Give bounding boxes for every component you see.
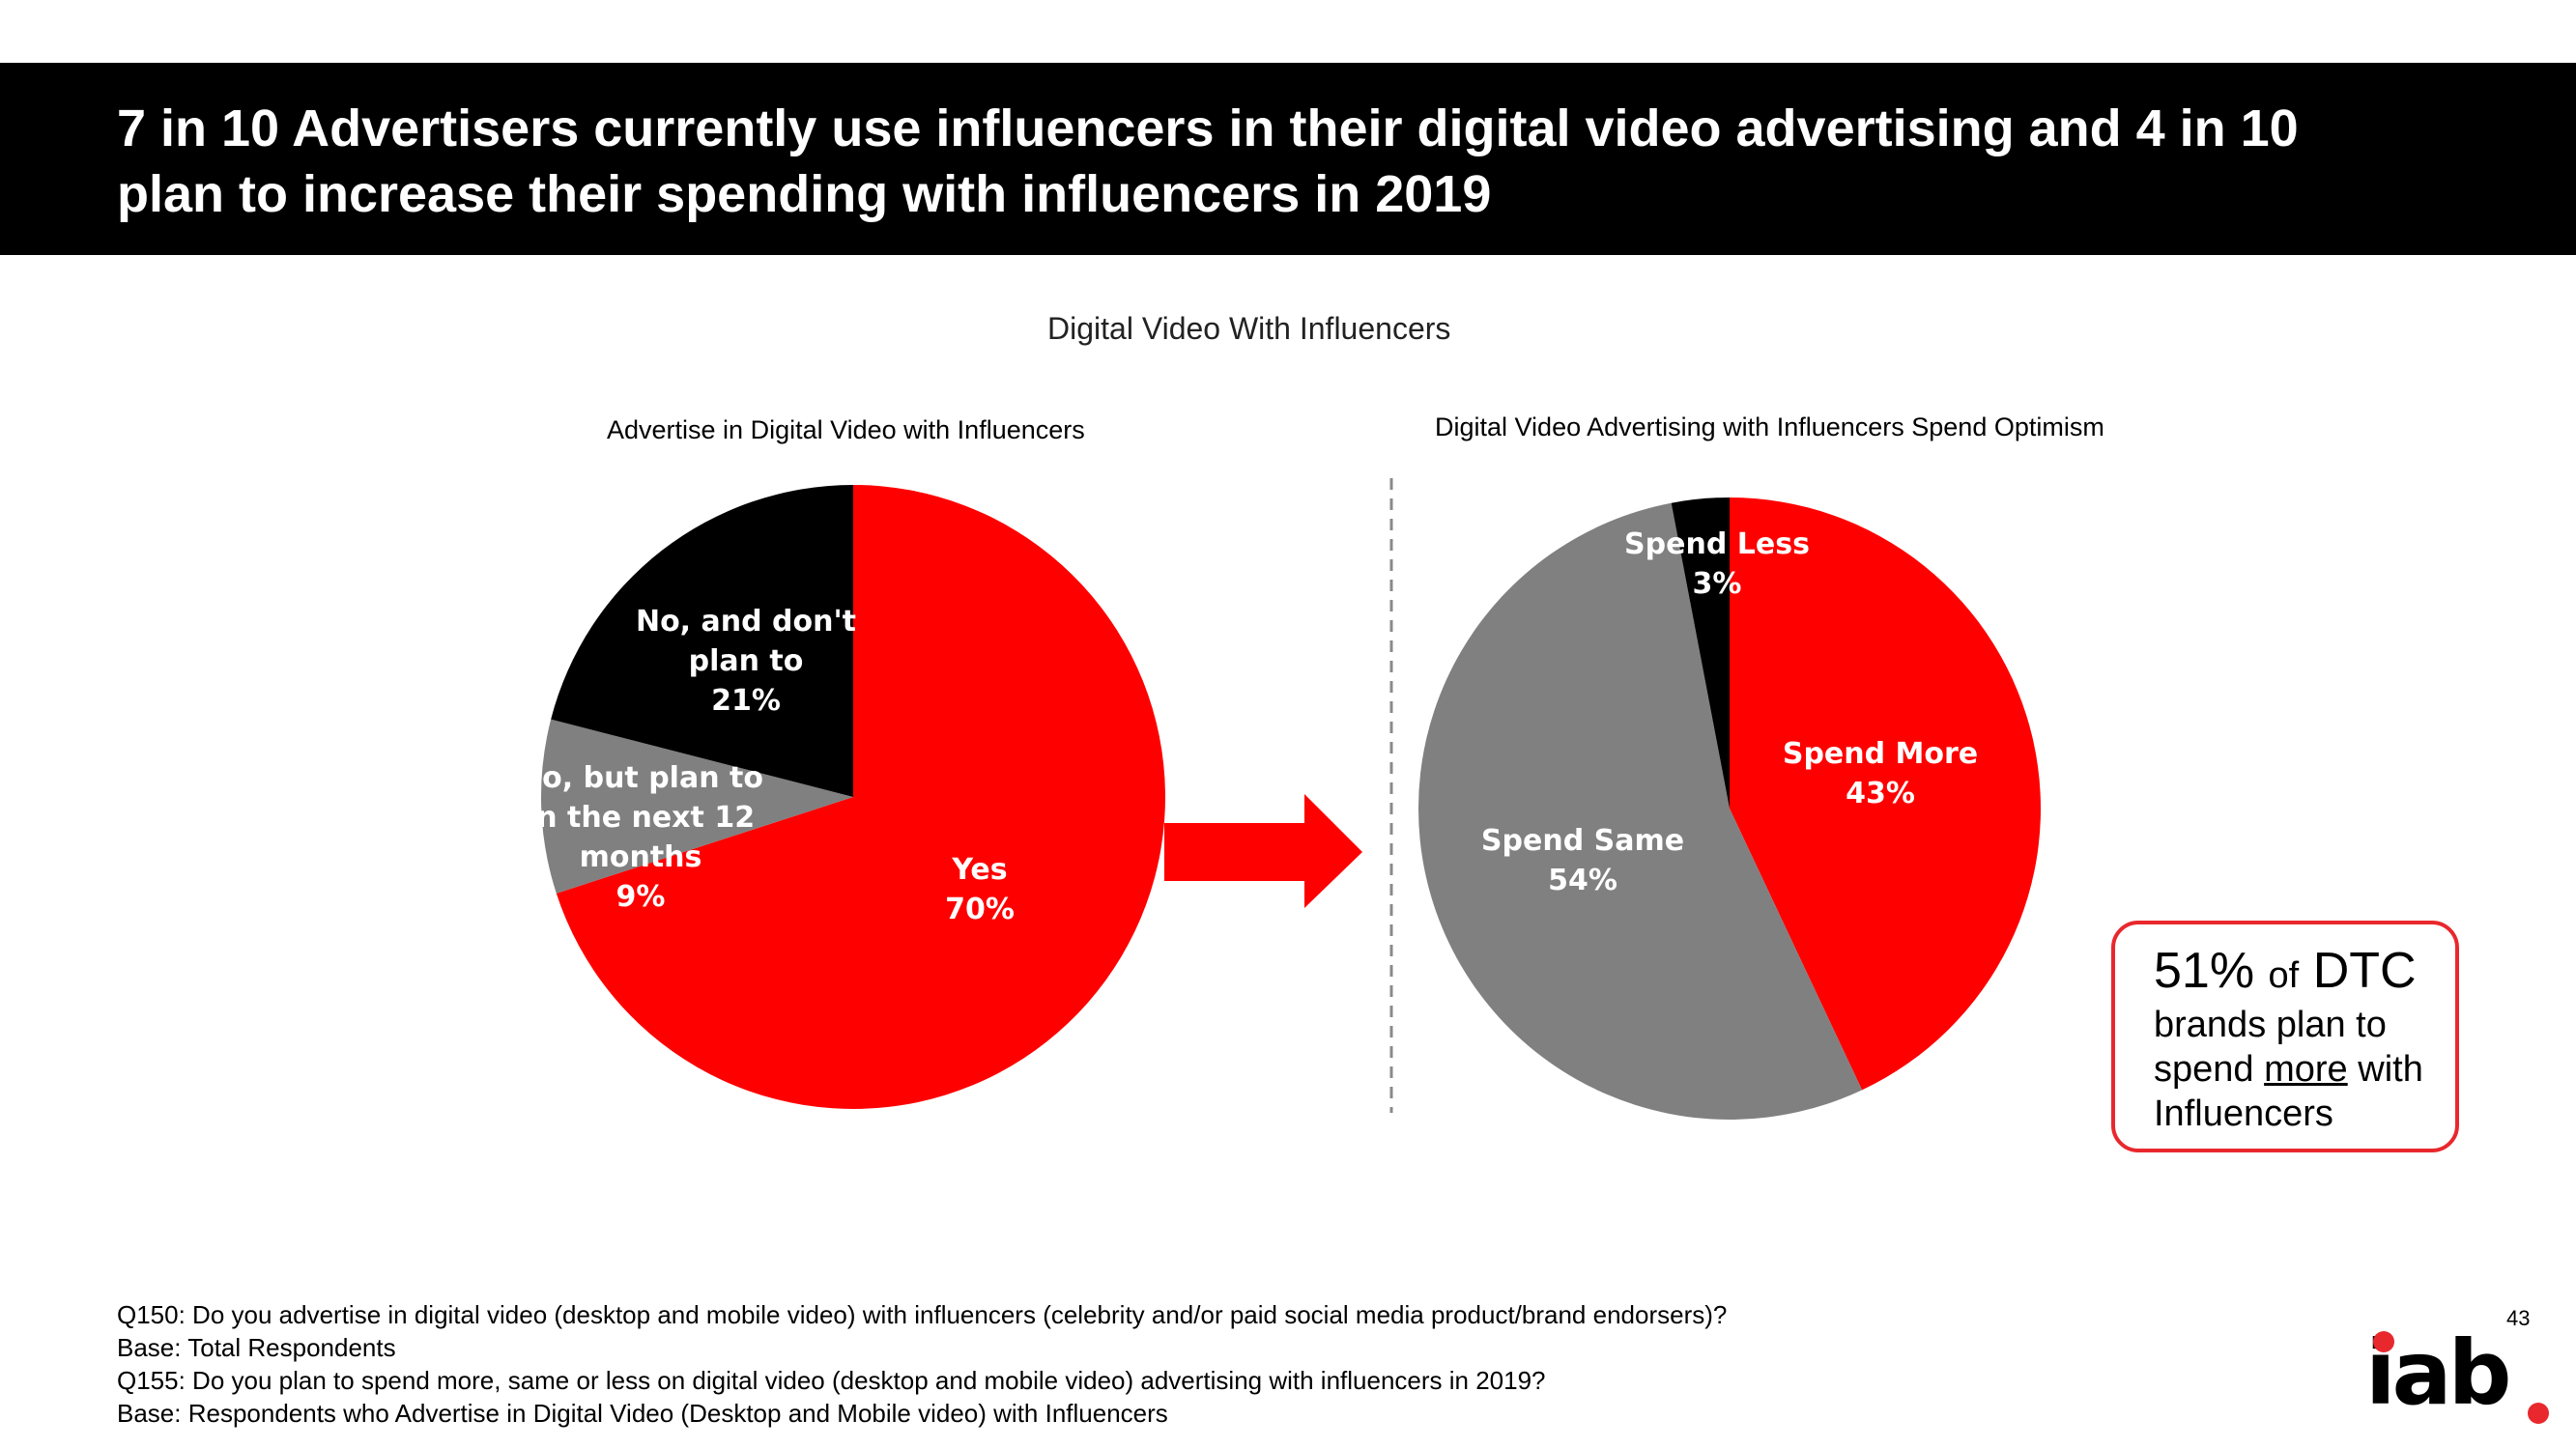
footnotes: Q150: Do you advertise in digital video …	[117, 1298, 1727, 1430]
footnote-base-2: Base: Respondents who Advertise in Digit…	[117, 1399, 1168, 1428]
right-pie-slice-2	[1418, 502, 1863, 1120]
left-pie-label-2-line-3: months	[580, 840, 702, 874]
callout-stat: 51%	[2154, 943, 2255, 999]
left-pie-label-2-line-2: in the next 12	[527, 801, 755, 835]
callout-with: with	[2358, 1049, 2423, 1090]
left-pie-label-1-line-2: 70%	[945, 893, 1015, 926]
left-pie-slice-2	[540, 719, 853, 894]
left-pie-label-3-line-3: 21%	[711, 684, 781, 718]
left-chart-title: Advertise in Digital Video with Influenc…	[607, 415, 1085, 444]
left-pie-label-2: No, but plan to in the next 12 months 9%	[518, 761, 763, 914]
iab-logo: iab	[2365, 1325, 2559, 1432]
footnote-q150: Q150: Do you advertise in digital video …	[117, 1300, 1728, 1329]
right-pie-label-3-line-1: Spend Less	[1624, 527, 1810, 561]
arrow-icon	[1164, 794, 1362, 908]
page-title-line-2: plan to increase their spending with inf…	[117, 165, 1492, 223]
left-pie-label-1: Yes 70%	[945, 853, 1015, 926]
right-pie-chart: Spend More 43% Spend Same 54% Spend Less 3%	[1418, 497, 2042, 1120]
right-pie-label-2-line-2: 54%	[1548, 864, 1617, 897]
section-title: Digital Video With Influencers	[1047, 311, 1451, 346]
right-pie-label-1-line-2: 43%	[1846, 777, 1915, 810]
dtc-callout: 51% of DTC brands plan to spend more wit…	[2111, 921, 2459, 1152]
right-pie-slice-1	[1730, 497, 2042, 1091]
callout-line-3: spend more with	[2154, 1047, 2455, 1092]
left-pie-label-2-line-4: 9%	[616, 880, 666, 914]
left-pie-slice-3	[551, 485, 853, 797]
footnote-base-1: Base: Total Respondents	[117, 1333, 396, 1362]
right-pie-label-3-line-2: 3%	[1693, 567, 1742, 601]
right-chart-title: Digital Video Advertising with Influence…	[1435, 412, 2104, 441]
callout-spend: spend	[2154, 1049, 2254, 1090]
callout-line-2: brands plan to	[2154, 1005, 2387, 1045]
page-title: 7 in 10 Advertisers currently use influe…	[117, 96, 2436, 227]
right-pie-label-2: Spend Same 54%	[1481, 824, 1684, 897]
logo-dot	[2528, 1403, 2549, 1424]
callout-more: more	[2264, 1049, 2348, 1090]
header-bar: 7 in 10 Advertisers currently use influe…	[0, 63, 2576, 255]
left-pie-label-3: No, and don't plan to 21%	[636, 605, 856, 718]
page-title-line-1: 7 in 10 Advertisers currently use influe…	[117, 99, 2299, 157]
left-pie-label-2-line-1: No, but plan to	[518, 761, 763, 795]
left-pie-label-3-line-2: plan to	[689, 644, 804, 678]
left-pie-label-3-line-1: No, and don't	[636, 605, 856, 639]
right-pie-label-1: Spend More 43%	[1783, 737, 1978, 810]
logo-dot-top	[2373, 1331, 2394, 1352]
left-pie-label-1-line-1: Yes	[951, 853, 1007, 887]
left-pie-slice-1	[556, 485, 1165, 1109]
right-pie-label-1-line-1: Spend More	[1783, 737, 1978, 771]
footnote-q155: Q155: Do you plan to spend more, same or…	[117, 1366, 1546, 1395]
callout-brand: DTC	[2312, 943, 2417, 999]
right-pie-slice-3	[1671, 497, 1730, 809]
callout-line-4: Influencers	[2154, 1094, 2333, 1134]
right-pie-label-2-line-1: Spend Same	[1481, 824, 1684, 858]
callout-headline: 51% of DTC	[2154, 944, 2455, 1003]
page-number: 43	[2506, 1306, 2531, 1330]
right-pie-label-3: Spend Less 3%	[1624, 527, 1810, 601]
left-pie-chart: Yes 70% No, but plan to in the next 12 month…	[518, 485, 1165, 1109]
callout-of: of	[2268, 955, 2300, 996]
